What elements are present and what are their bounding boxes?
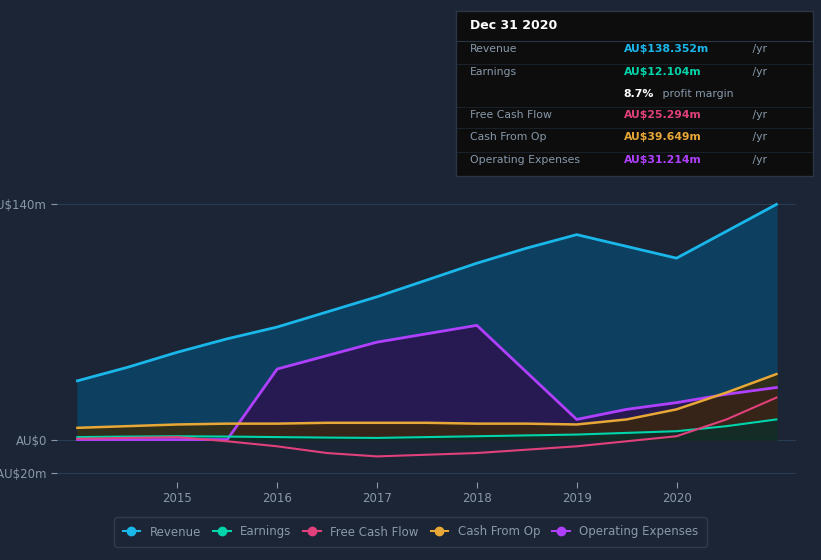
Text: Cash From Op: Cash From Op [470,132,547,142]
Legend: Revenue, Earnings, Free Cash Flow, Cash From Op, Operating Expenses: Revenue, Earnings, Free Cash Flow, Cash … [114,517,707,547]
Text: /yr: /yr [749,67,767,77]
Text: Operating Expenses: Operating Expenses [470,155,580,165]
Text: AU$25.294m: AU$25.294m [623,110,701,120]
Text: Free Cash Flow: Free Cash Flow [470,110,552,120]
Text: AU$31.214m: AU$31.214m [623,155,701,165]
Text: AU$12.104m: AU$12.104m [623,67,701,77]
Text: /yr: /yr [749,155,767,165]
Text: /yr: /yr [749,132,767,142]
Text: profit margin: profit margin [659,89,734,99]
Text: 8.7%: 8.7% [623,89,654,99]
Text: /yr: /yr [749,44,767,54]
Text: Revenue: Revenue [470,44,517,54]
Text: Earnings: Earnings [470,67,517,77]
Text: AU$39.649m: AU$39.649m [623,132,701,142]
Text: /yr: /yr [749,110,767,120]
Text: Dec 31 2020: Dec 31 2020 [470,20,557,32]
Text: AU$138.352m: AU$138.352m [623,44,709,54]
